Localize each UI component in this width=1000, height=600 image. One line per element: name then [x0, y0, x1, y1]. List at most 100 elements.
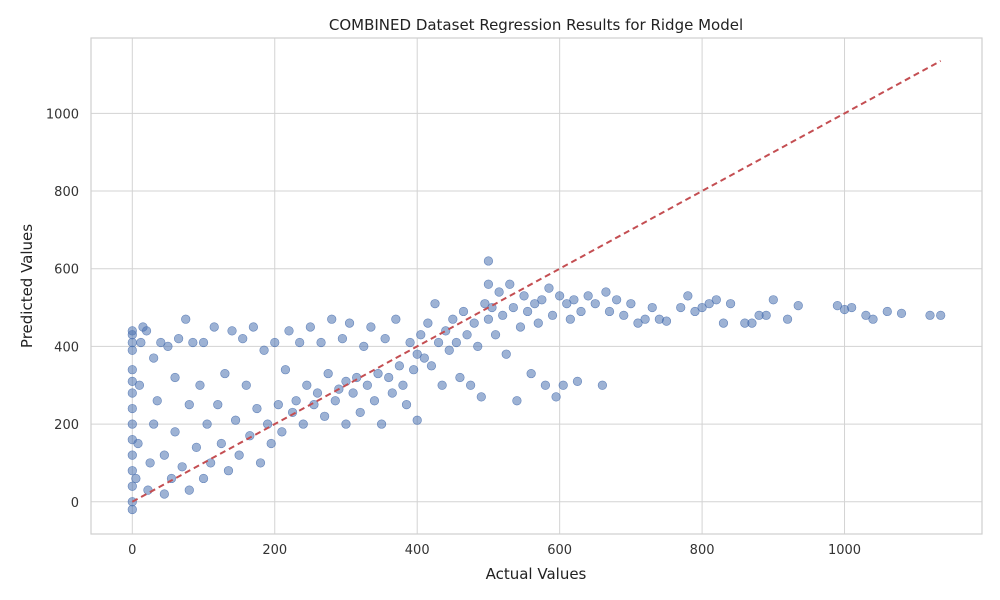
data-point [412, 349, 422, 359]
data-point [191, 442, 202, 452]
data-point [177, 462, 187, 472]
data-point [426, 361, 437, 371]
data-point [936, 310, 946, 320]
data-point [127, 481, 137, 491]
data-point [145, 458, 155, 468]
data-point [555, 291, 565, 301]
data-point [202, 419, 212, 429]
data-point [533, 318, 543, 328]
y-tick-label: 1000 [46, 107, 79, 122]
data-point [241, 380, 251, 390]
data-point [522, 306, 533, 317]
data-point [198, 473, 209, 484]
y-tick-labels: 0 200 400 600 800 1000 [46, 107, 79, 510]
data-point [149, 419, 159, 429]
data-point [188, 337, 198, 348]
data-point [248, 322, 258, 332]
data-point [768, 295, 778, 305]
data-point [597, 380, 607, 390]
data-point [676, 302, 686, 313]
data-point [195, 380, 205, 390]
data-point [540, 380, 551, 390]
data-point [344, 318, 355, 328]
data-point [761, 310, 771, 320]
data-point [612, 295, 622, 305]
data-point [547, 310, 558, 320]
data-point [341, 419, 351, 429]
data-point [498, 310, 508, 320]
data-point [170, 427, 180, 437]
data-point [387, 388, 397, 398]
data-point [433, 337, 444, 348]
y-tick-label: 400 [54, 340, 79, 355]
data-point [184, 400, 194, 410]
data-point [419, 353, 429, 363]
data-point [473, 341, 483, 351]
data-point [690, 306, 700, 317]
data-point [198, 337, 209, 348]
data-point [718, 318, 729, 328]
data-point [174, 334, 184, 344]
data-point [537, 295, 547, 305]
data-point [280, 365, 291, 375]
data-point [127, 345, 137, 355]
data-point [163, 341, 173, 351]
data-point [143, 485, 153, 495]
x-tick-label: 1000 [828, 543, 861, 558]
data-point [565, 314, 575, 324]
data-point [868, 314, 878, 324]
data-point [206, 458, 216, 468]
data-point [469, 318, 479, 328]
data-point [227, 326, 237, 336]
data-point [133, 438, 143, 449]
data-point [601, 287, 611, 297]
data-point [255, 458, 266, 468]
data-point [448, 314, 458, 324]
x-tick-label: 200 [262, 543, 287, 558]
scatter-points [127, 256, 946, 515]
data-point [337, 334, 348, 344]
data-point [223, 466, 234, 476]
data-point [127, 326, 137, 336]
data-point [230, 415, 241, 425]
data-point [782, 314, 793, 324]
data-point [376, 419, 387, 429]
data-point [234, 450, 244, 460]
x-axis-label: Actual Values [486, 565, 587, 583]
data-point [369, 396, 380, 406]
data-point [458, 306, 469, 317]
data-point [711, 295, 721, 305]
data-point [437, 380, 447, 390]
data-point [494, 287, 504, 297]
data-point [490, 330, 501, 340]
data-point [462, 330, 472, 340]
y-tick-label: 0 [71, 496, 79, 511]
data-point [127, 466, 137, 476]
data-point [476, 392, 486, 402]
data-point [398, 380, 408, 390]
data-point [412, 415, 422, 425]
data-point [697, 302, 707, 313]
data-point [483, 279, 494, 289]
data-point [141, 326, 152, 336]
data-point [530, 299, 540, 309]
data-point [576, 306, 586, 317]
data-point [291, 396, 301, 406]
x-tick-label: 800 [690, 543, 715, 558]
data-point [127, 337, 137, 348]
x-tick-label: 400 [405, 543, 430, 558]
data-point [661, 316, 672, 326]
data-point [252, 403, 262, 414]
data-point [526, 368, 536, 379]
data-point [515, 322, 526, 332]
data-point [302, 380, 312, 390]
data-point [259, 345, 269, 355]
data-point [127, 497, 137, 507]
data-point [640, 314, 650, 324]
data-point [572, 376, 583, 386]
data-point [633, 318, 643, 328]
data-point [583, 291, 593, 301]
data-point [512, 396, 522, 406]
data-point [747, 318, 757, 328]
